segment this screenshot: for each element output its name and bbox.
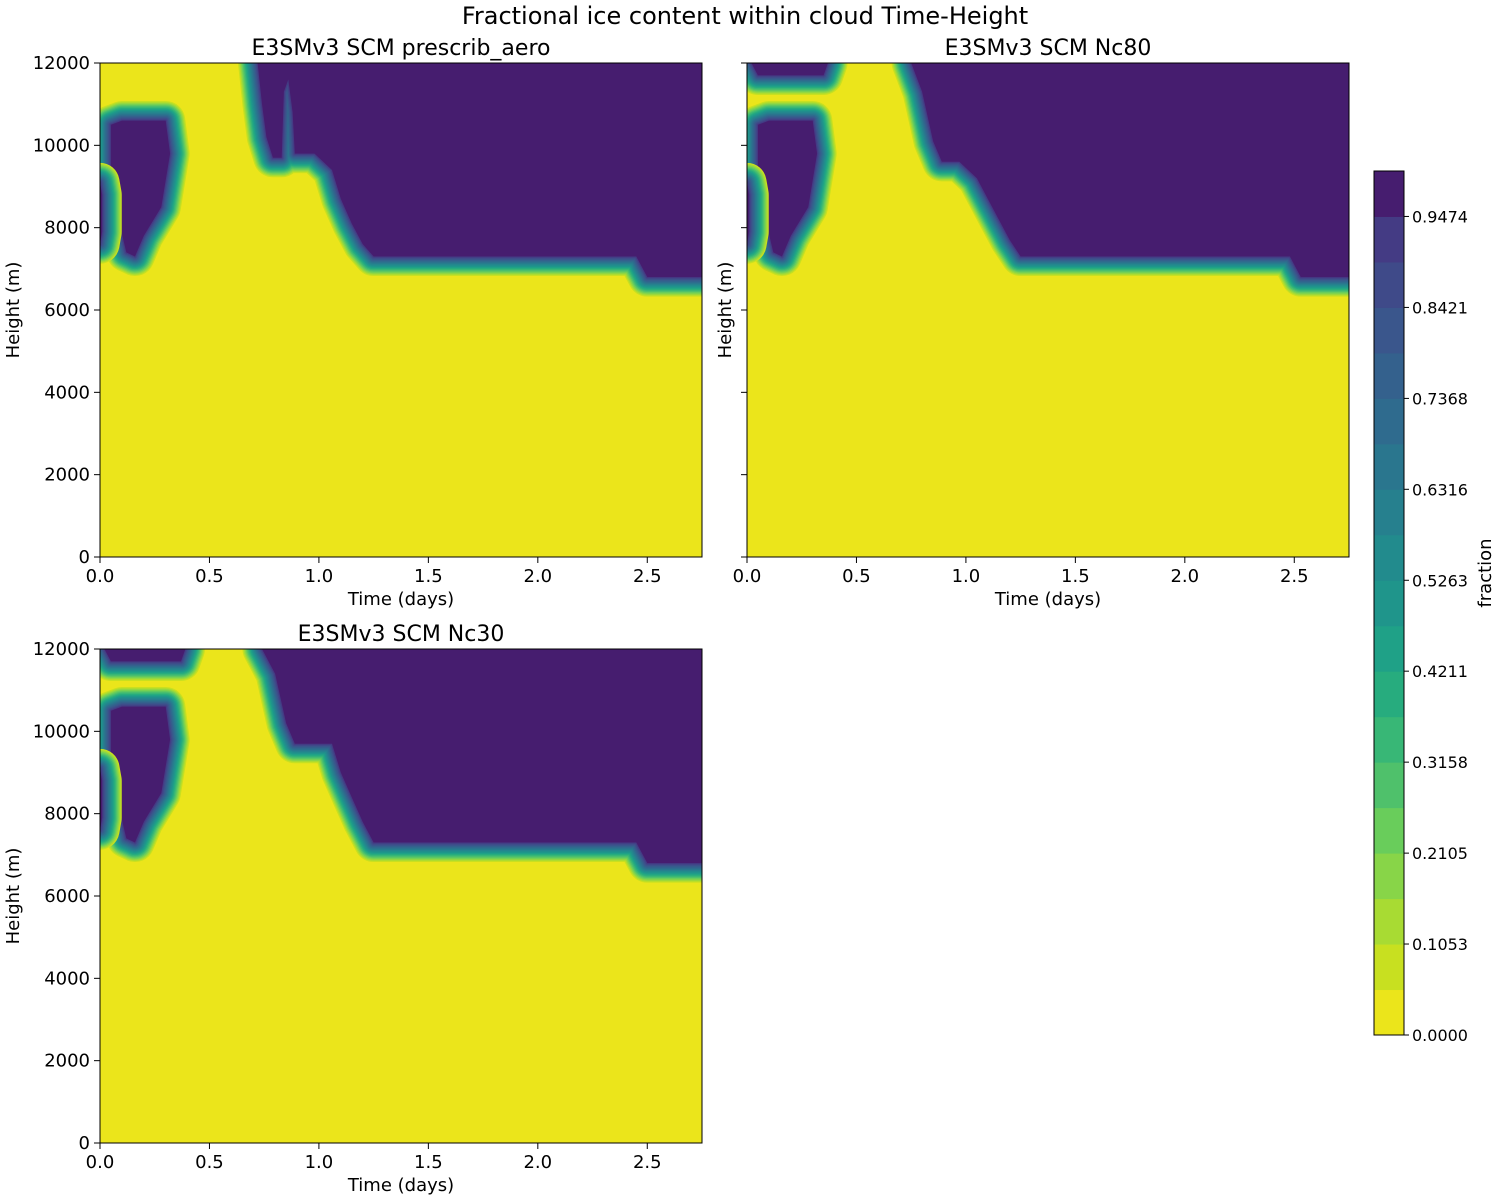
y-tick-label: 2000 — [44, 1051, 90, 1072]
x-tick-label: 1.0 — [305, 1152, 334, 1173]
colorbar-level — [1374, 489, 1404, 536]
y-tick-label: 4000 — [44, 968, 90, 989]
colorbar-tick-label: 0.7368 — [1412, 389, 1468, 408]
x-axis-label: Time (days) — [994, 589, 1101, 610]
ice-region-core — [110, 706, 171, 843]
colorbar-level — [1374, 261, 1404, 308]
y-tick-label: 0 — [79, 1133, 90, 1154]
colorbar-level — [1374, 625, 1404, 672]
panel-2: 0.0 0.5 1.0 1.5 2.0 2.5 E3SMv3 SCM Nc80 Time (d… — [715, 36, 1350, 610]
ice-region-core — [110, 120, 171, 257]
ice-region-upper-ice-mass — [891, 63, 1349, 297]
y-axis-label: Height (m) — [715, 262, 736, 359]
y-tick-label: 12000 — [33, 639, 90, 660]
ice-region-core — [911, 63, 1349, 278]
panel-title: E3SMv3 SCM prescrib_aero — [252, 36, 551, 61]
y-tick-label: 6000 — [44, 886, 90, 907]
colorbar-level — [1374, 989, 1404, 1036]
x-axis-label: Time (days) — [347, 589, 454, 610]
ice-region-core — [100, 182, 103, 245]
x-tick-label: 0.0 — [86, 566, 115, 587]
y-tick-label: 12000 — [33, 53, 90, 74]
x-tick-label: 2.5 — [633, 1152, 662, 1173]
ice-region-top-ice-strip — [747, 63, 848, 95]
colorbar-level — [1374, 171, 1404, 217]
colorbar-tick-label: 0.5263 — [1412, 571, 1468, 590]
y-tick-label: 4000 — [44, 382, 90, 403]
ice-region-core — [747, 182, 750, 245]
panel-title: E3SMv3 SCM Nc80 — [945, 36, 1152, 61]
y-tick-label: 10000 — [33, 135, 90, 156]
x-tick-label: 2.0 — [523, 1152, 552, 1173]
colorbar-level — [1374, 398, 1404, 445]
x-axis-label: Time (days) — [347, 1175, 454, 1196]
ice-region-core — [257, 63, 702, 278]
ice-region-upper-ice-mass — [238, 63, 702, 297]
colorbar-level — [1374, 853, 1404, 900]
x-tick-label: 0.5 — [195, 1152, 224, 1173]
colorbar-level — [1374, 762, 1404, 809]
colorbar-level — [1374, 671, 1404, 718]
x-tick-label: 1.5 — [414, 1152, 443, 1173]
colorbar-tick-label: 0.3158 — [1412, 753, 1468, 772]
colorbar-level — [1374, 216, 1404, 263]
panel-title: E3SMv3 SCM Nc30 — [298, 622, 505, 647]
x-tick-label: 0.5 — [195, 566, 224, 587]
ice-region-core — [104, 649, 186, 662]
x-tick-label: 2.0 — [1170, 566, 1199, 587]
x-tick-label: 1.5 — [1061, 566, 1090, 587]
colorbar-level — [1374, 307, 1404, 354]
ice-region-core — [757, 120, 818, 257]
x-tick-label: 1.0 — [952, 566, 981, 587]
panel-3: 0.0 0.5 1.0 1.5 2.0 2.5 0 2000 4000 6000 8000 10000… — [3, 622, 703, 1196]
x-tick-label: 2.0 — [523, 566, 552, 587]
x-tick-label: 1.5 — [414, 566, 443, 587]
colorbar-tick-label: 0.8421 — [1412, 298, 1468, 317]
ice-region-core — [751, 63, 828, 76]
colorbar-tick-label: 0.0000 — [1412, 1026, 1468, 1045]
y-tick-label: 8000 — [44, 804, 90, 825]
y-tick-label: 10000 — [33, 721, 90, 742]
colorbar-level — [1374, 716, 1404, 763]
y-tick-label: 6000 — [44, 300, 90, 321]
colorbar-tick-label: 0.9474 — [1412, 207, 1468, 226]
ice-region-upper-ice-mass — [242, 649, 702, 883]
x-tick-label: 0.5 — [842, 566, 871, 587]
colorbar-tick-label: 0.2105 — [1412, 844, 1468, 863]
y-tick-label: 8000 — [44, 218, 90, 239]
y-tick-label: 2000 — [44, 465, 90, 486]
colorbar-level — [1374, 944, 1404, 991]
x-tick-label: 0.0 — [86, 1152, 115, 1173]
colorbar-label: fraction — [1475, 538, 1496, 607]
colorbar-tick-label: 0.6316 — [1412, 480, 1468, 499]
colorbar-level — [1374, 443, 1404, 490]
ice-region-core — [100, 768, 103, 831]
x-tick-label: 1.0 — [305, 566, 334, 587]
ice-region-left-edge-sliver — [100, 162, 122, 264]
colorbar: 0.0000 0.1053 0.2105 0.3158 0.4211 0.5263 0.63… — [1373, 170, 1496, 1045]
colorbar-level — [1374, 807, 1404, 854]
colorbar-level — [1374, 534, 1404, 581]
ice-region-left-edge-sliver — [100, 748, 122, 850]
figure-suptitle: Fractional ice content within cloud Time… — [462, 2, 1028, 30]
x-tick-label: 2.5 — [633, 566, 662, 587]
x-tick-label: 2.5 — [1280, 566, 1309, 587]
panel-1: 0.0 0.5 1.0 1.5 2.0 2.5 0 2000 4000 6000 8000 10000… — [3, 36, 703, 610]
ice-region-core — [262, 649, 702, 864]
ice-region-top-ice-strip — [100, 649, 205, 681]
x-tick-label: 0.0 — [733, 566, 762, 587]
y-tick-label: 0 — [79, 547, 90, 568]
colorbar-tick-label: 0.4211 — [1412, 662, 1468, 681]
y-axis-label: Height (m) — [3, 262, 24, 359]
colorbar-level — [1374, 580, 1404, 627]
y-axis-label: Height (m) — [3, 848, 24, 945]
colorbar-level — [1374, 898, 1404, 945]
colorbar-frame — [1373, 170, 1405, 1036]
colorbar-level — [1374, 352, 1404, 399]
ice-region-left-edge-sliver — [747, 162, 769, 264]
colorbar-tick-label: 0.1053 — [1412, 935, 1468, 954]
